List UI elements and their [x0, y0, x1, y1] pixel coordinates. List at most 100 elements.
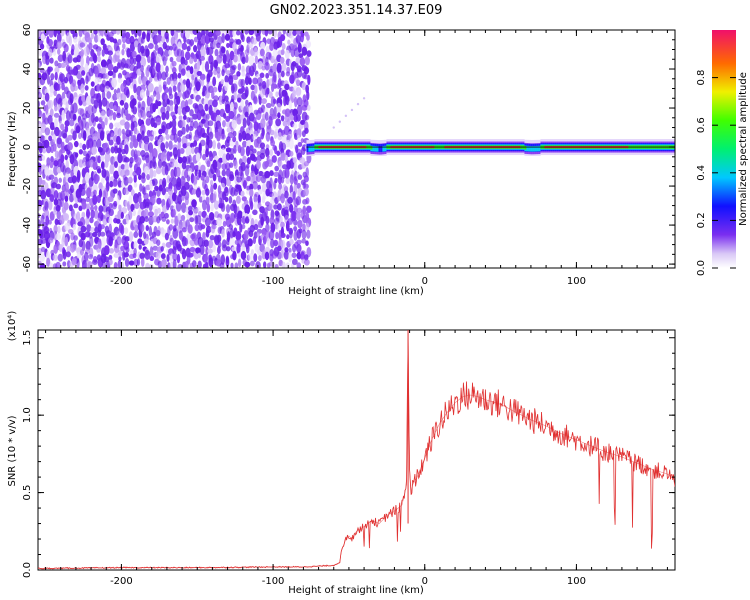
noise-cell — [188, 131, 193, 141]
noise-cell — [232, 130, 237, 137]
noise-cell — [76, 54, 82, 63]
noise-cell — [107, 55, 113, 66]
noise-cell — [109, 114, 113, 121]
noise-cell — [104, 117, 108, 126]
noise-cell — [112, 69, 116, 80]
noise-cell — [292, 108, 299, 117]
noise-cell — [118, 256, 122, 262]
noise-cell — [305, 167, 309, 178]
noise-cell — [168, 100, 174, 106]
noise-cell — [217, 234, 222, 243]
noise-cell — [122, 43, 126, 50]
noise-cell — [165, 35, 170, 43]
noise-cell — [301, 46, 308, 56]
noise-cell — [52, 133, 57, 143]
colorbar-tick-label: 0.0 — [696, 260, 707, 276]
noise-cell — [284, 167, 290, 179]
noise-cell — [156, 34, 163, 43]
noise-cell — [189, 109, 194, 117]
noise-cell — [295, 114, 301, 122]
noise-cell — [195, 152, 201, 162]
noise-cell — [53, 143, 57, 152]
colorbar-tick-label: 0.2 — [696, 212, 707, 228]
noise-cell — [134, 224, 139, 233]
noise-cell — [173, 153, 178, 160]
noise-cell — [249, 183, 254, 191]
noise-cell — [251, 37, 258, 45]
noise-cell — [111, 30, 118, 35]
noise-cell — [304, 127, 309, 134]
noise-cell — [279, 56, 285, 64]
track-cell — [344, 114, 348, 118]
noise-cell — [228, 195, 233, 204]
noise-cell — [176, 95, 181, 105]
noise-cell — [276, 150, 281, 157]
noise-cell — [135, 166, 142, 176]
noise-cell — [72, 151, 78, 161]
noise-cell — [199, 244, 205, 256]
noise-cell — [202, 231, 206, 242]
noise-cell — [178, 115, 183, 121]
noise-cell — [169, 45, 173, 51]
noise-cell — [200, 164, 206, 173]
noise-cell — [54, 118, 58, 130]
noise-cell — [301, 229, 307, 240]
noise-cell — [68, 97, 73, 106]
noise-cell — [259, 72, 265, 79]
noise-cell — [62, 261, 67, 267]
noise-cell — [155, 62, 161, 73]
noise-cell — [180, 56, 186, 66]
noise-cell — [169, 237, 175, 246]
noise-cell — [300, 138, 305, 144]
noise-cell — [127, 184, 133, 193]
noise-cell — [202, 153, 207, 161]
noise-cell — [284, 49, 290, 60]
noise-cell — [57, 54, 64, 63]
noise-cell — [131, 50, 137, 58]
noise-cell — [217, 246, 221, 255]
noise-cell — [56, 166, 62, 174]
noise-cell — [233, 106, 237, 116]
noise-cell — [233, 203, 238, 215]
noise-cell — [67, 176, 74, 184]
noise-cell — [221, 169, 227, 177]
noise-cell — [289, 150, 294, 157]
noise-cell — [108, 208, 114, 217]
noise-cell — [81, 201, 87, 210]
noise-cell — [236, 214, 242, 226]
noise-cell — [95, 46, 102, 53]
noise-cell — [171, 118, 177, 129]
noise-cell — [252, 180, 258, 190]
noise-cell — [130, 241, 135, 250]
noise-cell — [270, 139, 276, 147]
colorbar-tick-label: 0.6 — [696, 117, 707, 133]
noise-cell — [237, 63, 242, 71]
noise-cell — [193, 45, 198, 53]
noise-cell — [200, 46, 206, 58]
snr-multiplier: (x10⁴) — [7, 311, 18, 342]
noise-cell — [92, 117, 96, 127]
noise-cell — [306, 34, 310, 41]
noise-cell — [241, 34, 245, 43]
noise-cell — [228, 237, 235, 248]
noise-cell — [227, 131, 234, 139]
noise-cell — [256, 232, 261, 238]
noise-cell — [140, 65, 144, 73]
noise-cell — [97, 55, 101, 63]
noise-cell — [98, 182, 103, 191]
noise-cell — [244, 76, 250, 86]
noise-cell — [265, 147, 270, 158]
noise-cell — [39, 43, 45, 50]
noise-cell — [109, 248, 115, 254]
noise-cell — [145, 224, 150, 232]
noise-cell — [109, 122, 114, 130]
noise-cell — [275, 118, 282, 127]
noise-cell — [253, 47, 258, 58]
noise-cell — [175, 166, 181, 178]
noise-cell — [99, 224, 105, 230]
noise-cell — [157, 260, 163, 268]
noise-cell — [125, 113, 132, 121]
noise-cell — [240, 78, 245, 88]
noise-cell — [261, 98, 268, 105]
noise-cell — [258, 254, 262, 262]
